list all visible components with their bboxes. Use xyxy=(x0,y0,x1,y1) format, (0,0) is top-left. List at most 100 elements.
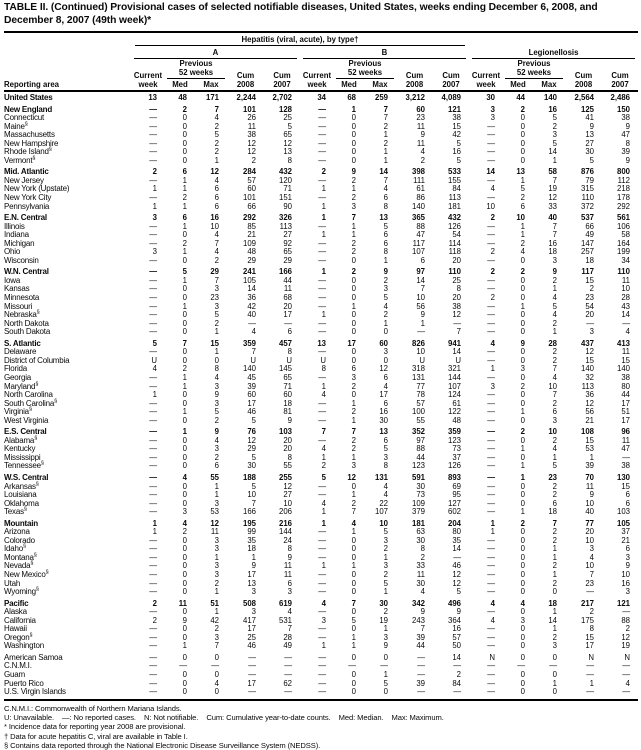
value-cell: 130 xyxy=(616,472,630,482)
table-row: Arkansas§ —0 1 5 12—0 4 30 69—0 2 11 15 xyxy=(4,481,638,492)
value-cell: 55 xyxy=(283,461,292,471)
table-row: Massachusetts — 0 5 38 65 — 0 1 9 42 — 0 3 13 47 xyxy=(4,131,638,140)
value-cell: 55 xyxy=(210,472,219,482)
value-cell: 51 xyxy=(621,407,630,417)
value-cell: 1 xyxy=(589,678,594,688)
value-cell: 3 xyxy=(251,607,256,617)
reporting-area-cell: New York City xyxy=(4,193,52,203)
value-cell: 3 xyxy=(351,201,356,211)
value-cell: 92 xyxy=(283,238,292,248)
value-cell: 61 xyxy=(452,398,461,408)
value-cell: — xyxy=(318,578,326,588)
value-cell: 0 xyxy=(182,687,187,697)
value-cell: 4 xyxy=(214,435,219,445)
value-cell: 30 xyxy=(486,93,495,102)
value-cell: — xyxy=(149,472,157,482)
value-cell: 42 xyxy=(247,301,256,311)
value-cell: 2 xyxy=(214,624,219,634)
reporting-area-cell: W.N. Central xyxy=(4,267,49,277)
value-cell: — xyxy=(149,372,157,382)
value-cell: 7 xyxy=(214,238,219,248)
value-cell: 2 xyxy=(214,415,219,425)
value-cell: 0 xyxy=(351,147,356,157)
value-cell: — xyxy=(318,490,326,500)
value-cell: 71 xyxy=(283,381,292,391)
value-cell: 1 xyxy=(490,527,495,537)
value-cell: 2 xyxy=(456,670,461,679)
value-cell: — xyxy=(318,147,326,157)
value-cell: — xyxy=(487,578,495,588)
value-cell: — xyxy=(487,347,495,357)
value-cell: 4 xyxy=(552,293,557,303)
value-cell: 2 xyxy=(420,552,425,562)
value-cell: 16 xyxy=(210,213,219,223)
value-cell: 13 xyxy=(379,213,388,223)
value-cell: — xyxy=(453,687,461,697)
value-cell: 1 xyxy=(321,230,326,240)
value-cell: 18 xyxy=(548,247,557,257)
value-cell: 9 xyxy=(625,155,630,165)
footnotes: C.N.M.I.: Commonwealth of Northern Maria… xyxy=(4,701,638,750)
value-cell: 6 xyxy=(625,498,630,508)
value-cell: 417 xyxy=(242,615,256,625)
value-cell: — xyxy=(149,175,157,185)
value-cell: 0 xyxy=(182,390,187,400)
value-cell: — xyxy=(149,435,157,445)
reporting-area-cell: American Samoa xyxy=(4,652,63,662)
value-cell: 2 xyxy=(351,498,356,508)
reporting-area-cell: Texas§ xyxy=(4,506,27,517)
value-cell: 128 xyxy=(278,104,292,114)
value-cell: 2 xyxy=(625,624,630,634)
value-cell: 12 xyxy=(283,138,292,148)
table-row: Oklahoma —0 3 7 10 4 2 22 109 127—0 6 10 6 xyxy=(4,498,638,509)
value-cell: 5 xyxy=(552,113,557,123)
value-cell: N xyxy=(588,652,594,662)
value-cell: — xyxy=(318,569,326,579)
value-cell: 45 xyxy=(247,372,256,382)
value-cell: 5 xyxy=(214,310,219,320)
value-cell: 2 xyxy=(182,238,187,248)
footnote-asterisk: * Incidence data for reporting year 2008… xyxy=(4,722,186,732)
value-cell: 2,564 xyxy=(574,93,594,102)
value-cell: 8 xyxy=(287,347,292,357)
value-cell: 6 xyxy=(625,544,630,554)
value-cell: 0 xyxy=(182,452,187,462)
value-cell: 5 xyxy=(552,301,557,311)
value-cell: 9 xyxy=(589,490,594,500)
value-cell: 7 xyxy=(552,230,557,240)
value-cell: 2 xyxy=(383,607,388,617)
value-cell: 1 xyxy=(552,327,557,337)
value-cell: — xyxy=(487,121,495,131)
value-cell: — xyxy=(149,641,157,651)
value-cell: 0 xyxy=(182,147,187,157)
value-cell: 1 xyxy=(214,607,219,617)
value-cell: 0 xyxy=(520,632,525,642)
value-cell: 0 xyxy=(351,275,356,285)
value-cell: — xyxy=(417,661,425,671)
value-cell: 14 xyxy=(452,652,461,662)
table-row: Texas§ — 3 53 166 206 1 7 107 379 602 — 1 18 40 103 xyxy=(4,506,638,517)
value-cell: 5 xyxy=(351,615,356,625)
value-cell: 292 xyxy=(616,201,630,211)
value-cell: 0 xyxy=(182,490,187,500)
value-cell: 113 xyxy=(279,221,292,231)
value-cell: — xyxy=(487,415,495,425)
reporting-area-cell: Alaska xyxy=(4,607,27,617)
value-cell: 63 xyxy=(416,527,425,537)
value-cell: 123 xyxy=(411,461,425,471)
value-cell: 0 xyxy=(182,587,187,597)
table-row: Mid. Atlantic 2 6 12 284 432 2 9 14 398 533 14 13 58 8… xyxy=(4,168,638,177)
table-row: West Virginia — 0 2 5 9 — 1 30 55 48 — 0 3 21 17 xyxy=(4,415,638,426)
table-row: Kentucky — 0 3 29 20 4 2 5 88 73 — 1 4 53 47 xyxy=(4,445,638,454)
col-header-max-a: Max xyxy=(203,80,219,89)
value-cell: 12 xyxy=(247,147,256,157)
value-cell: 4 xyxy=(214,230,219,240)
value-cell: 5 xyxy=(383,293,388,303)
value-cell: — xyxy=(318,670,326,679)
value-cell: 11 xyxy=(178,598,187,608)
value-cell: 25 xyxy=(247,632,256,642)
value-cell: 10 xyxy=(210,221,219,231)
value-cell: 16 xyxy=(621,578,630,588)
table-row: Missouri — 1 3 42 20 — 1 4 56 38 — 1 5 54 43 xyxy=(4,301,638,312)
value-cell: 6 xyxy=(552,407,557,417)
